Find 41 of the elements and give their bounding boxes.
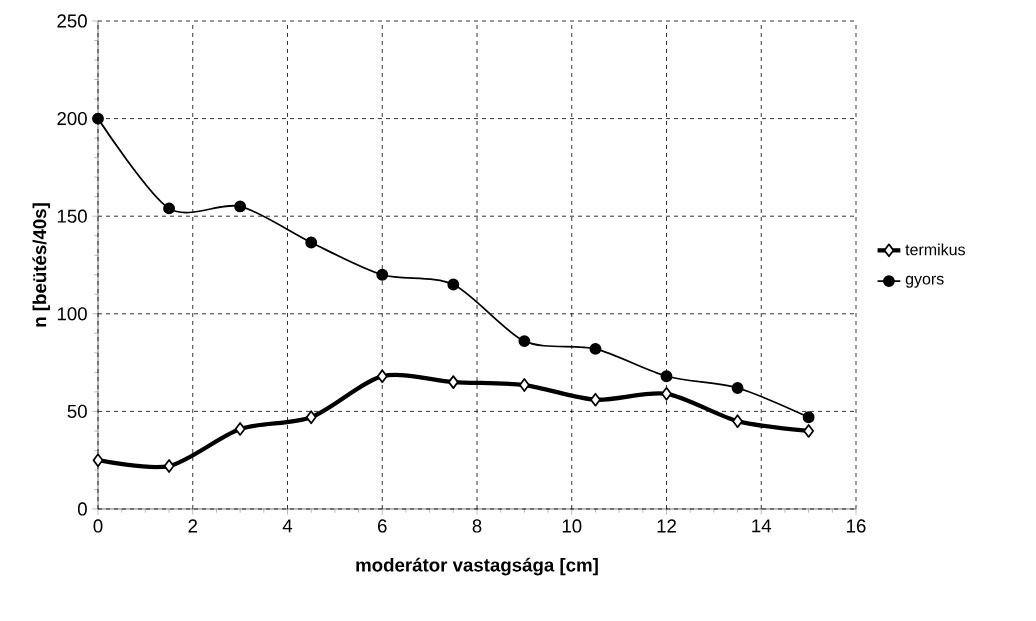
x-tick-label: 16 xyxy=(847,519,866,533)
y-tick-label: 250 xyxy=(57,14,87,28)
point xyxy=(234,200,247,213)
point xyxy=(803,424,814,438)
point xyxy=(376,268,389,281)
point xyxy=(305,410,317,425)
y-tick-label: 0 xyxy=(77,502,87,516)
x-tick-label: 2 xyxy=(188,519,198,533)
y-tick-label: 200 xyxy=(57,111,87,126)
point xyxy=(447,278,460,291)
point xyxy=(447,375,459,389)
point xyxy=(163,202,176,215)
x-tick-label: 12 xyxy=(657,519,676,533)
point xyxy=(376,369,388,384)
point xyxy=(732,414,743,429)
point xyxy=(660,370,673,383)
point xyxy=(305,236,318,249)
point xyxy=(589,342,602,355)
point xyxy=(518,335,531,348)
point xyxy=(590,392,601,407)
x-tick-label: 8 xyxy=(472,519,482,533)
x-tick-label: 6 xyxy=(378,519,387,533)
y-tick-label: 100 xyxy=(57,307,87,321)
legend-label: gyors xyxy=(905,275,944,288)
point xyxy=(519,378,530,392)
point xyxy=(92,453,104,468)
y-axis-title: n [beütés/40s] xyxy=(32,203,50,327)
point xyxy=(802,411,815,424)
point xyxy=(163,459,175,473)
y-tick-label: 50 xyxy=(67,404,87,418)
x-tick-label: 4 xyxy=(282,519,293,533)
point xyxy=(234,422,246,436)
x-tick-label: 0 xyxy=(93,519,103,533)
point xyxy=(661,386,672,401)
x-tick-label: 14 xyxy=(752,519,772,533)
y-tick-label: 150 xyxy=(57,209,87,223)
x-axis-title: moderátor vastagsága [cm] xyxy=(356,557,598,576)
point xyxy=(92,112,104,125)
point xyxy=(731,382,744,394)
x-tick-label: 10 xyxy=(562,519,582,533)
legend-label: termikus xyxy=(905,243,965,256)
